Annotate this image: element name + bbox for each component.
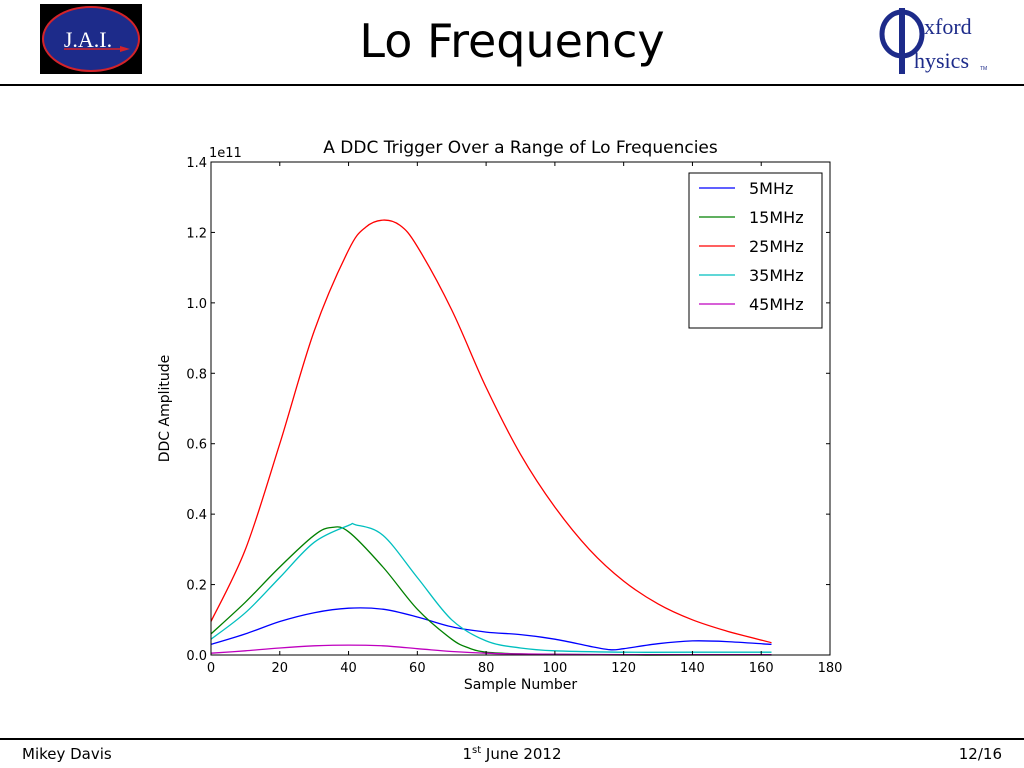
x-tick-label-7: 140 <box>680 661 705 676</box>
series-line-25mhz <box>210 219 772 644</box>
series-lines <box>210 219 772 656</box>
footer-page-number: 12/16 <box>958 745 1002 763</box>
x-tick-label-0: 0 <box>207 661 215 676</box>
legend-label-15mhz: 15MHz <box>749 208 804 227</box>
svg-text:hysics: hysics <box>914 48 969 73</box>
y-tick-label-5: 1.0 <box>186 297 207 312</box>
x-tick-label-5: 100 <box>542 661 567 676</box>
ddc-chart: 0 20 40 60 80 100 120 140 160 180 0.0 0.2 0.4 0.6 0.8 1… <box>140 130 860 700</box>
y-tick-label-2: 0.4 <box>186 508 207 523</box>
footer-divider <box>0 738 1024 740</box>
chart-title: A DDC Trigger Over a Range of Lo Frequen… <box>323 138 718 158</box>
footer-date: 1st June 2012 <box>0 745 1024 763</box>
x-tick-label-6: 120 <box>611 661 636 676</box>
plot-area-frame <box>210 161 831 656</box>
y-axis-multiplier: 1e11 <box>209 146 242 161</box>
legend-label-45mhz: 45MHz <box>749 295 804 314</box>
legend-label-25mhz: 25MHz <box>749 237 804 256</box>
oxford-physics-logo: xford hysics TM <box>874 2 994 78</box>
y-tick-label-6: 1.2 <box>186 226 207 241</box>
x-tick-label-1: 20 <box>272 661 289 676</box>
chart-legend: 5MHz 15MHz 25MHz 35MHz 45MHz <box>688 172 823 329</box>
footer-date-day: 1 <box>462 745 472 763</box>
slide-title: Lo Frequency <box>359 14 665 68</box>
y-tick-label-4: 0.8 <box>186 367 207 382</box>
legend-label-35mhz: 35MHz <box>749 266 804 285</box>
x-tick-label-8: 160 <box>749 661 774 676</box>
slide-header: J.A.I. Lo Frequency xford hysics TM <box>0 0 1024 86</box>
chart-canvas: 0 20 40 60 80 100 120 140 160 180 0.0 0.2 0.4 0.6 0.8 1… <box>157 138 842 693</box>
y-tick-label-7: 1.4 <box>186 156 207 171</box>
x-tick-label-4: 80 <box>478 661 495 676</box>
series-line-15mhz <box>210 526 772 656</box>
series-line-45mhz <box>210 644 772 656</box>
svg-text:TM: TM <box>980 66 987 72</box>
series-line-5mhz <box>210 607 772 651</box>
y-tick-label-3: 0.6 <box>186 438 207 453</box>
footer-date-rest: June 2012 <box>481 745 562 763</box>
y-axis-label: DDC Amplitude <box>157 355 173 463</box>
header-divider <box>0 84 1024 86</box>
footer-author: Mikey Davis <box>22 745 112 763</box>
x-tick-label-2: 40 <box>340 661 357 676</box>
x-tick-label-9: 180 <box>818 661 843 676</box>
x-tick-label-3: 60 <box>409 661 426 676</box>
x-axis-label: Sample Number <box>464 677 577 693</box>
series-line-35mhz <box>210 522 772 653</box>
jai-logo: J.A.I. <box>40 4 142 74</box>
svg-text:xford: xford <box>924 14 972 39</box>
axis-ticks: 0 20 40 60 80 100 120 140 160 180 0.0 0.2 0.4 0.6 0.8 1… <box>186 156 842 676</box>
y-tick-label-1: 0.2 <box>186 579 207 594</box>
legend-box <box>688 172 823 329</box>
footer-date-suffix: st <box>472 745 482 756</box>
legend-label-5mhz: 5MHz <box>749 179 793 198</box>
svg-text:J.A.I.: J.A.I. <box>64 27 112 52</box>
y-tick-label-0: 0.0 <box>186 649 207 664</box>
